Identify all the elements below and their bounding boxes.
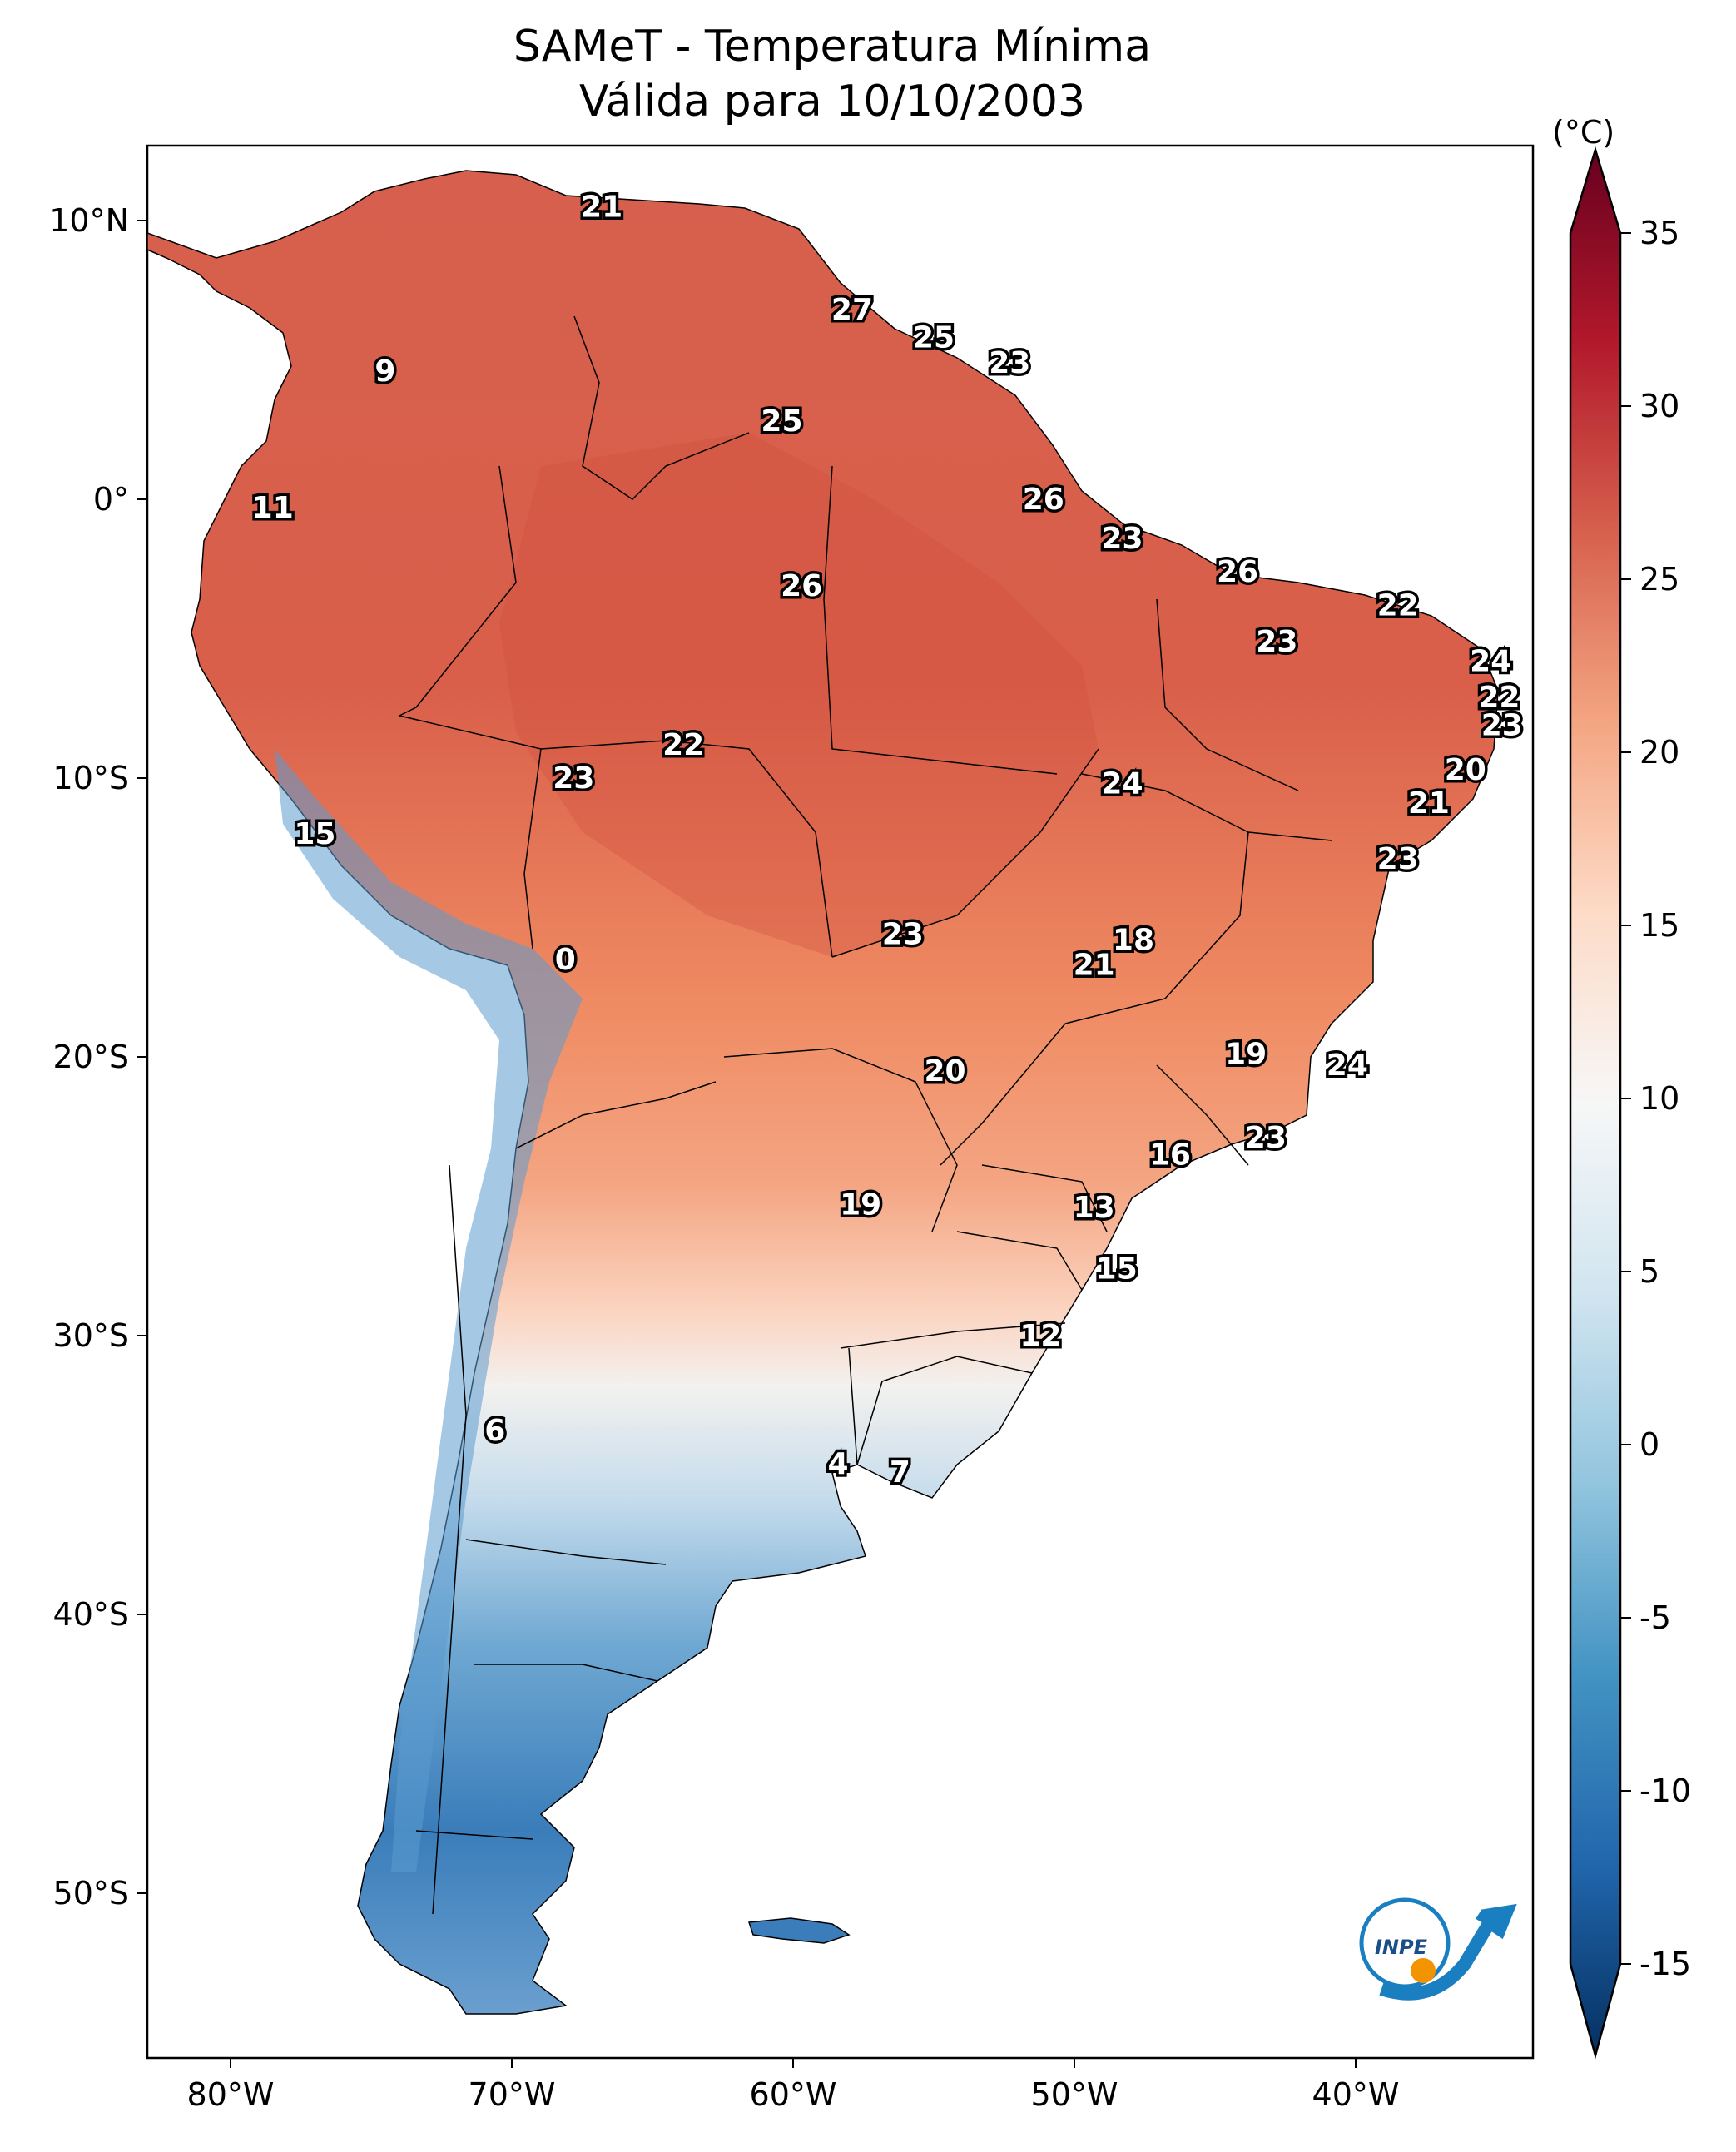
station-temperature-label: 20	[1445, 753, 1486, 787]
colorbar-tick-label: 30	[1639, 388, 1679, 424]
colorbar-tick-label: 5	[1639, 1253, 1659, 1290]
colorbar: (°C) 35 30 25 20 15 10 5 0 -5 -10 -15	[1552, 114, 1691, 2060]
map-title-line1: SAMeT - Temperatura Mínima	[513, 22, 1152, 72]
colorbar-tick-label: -15	[1639, 1946, 1691, 1982]
station-temperature-label: 26	[1217, 555, 1258, 589]
warm-interior-shade	[499, 433, 1099, 957]
colorbar-ticks: 35 30 25 20 15 10 5 0 -5 -10 -15	[1620, 215, 1691, 1982]
station-temperature-label: 23	[1481, 708, 1523, 742]
axis-ticks: 80°W 70°W 60°W 50°W 40°W10°N0°10°S20°S30°S40…	[49, 202, 1399, 2113]
colorbar-tick-label: -10	[1639, 1773, 1691, 1809]
andes-cold-band	[275, 749, 583, 1872]
station-temperature-label: 20	[924, 1054, 965, 1088]
colorbar-tick-label: 15	[1639, 907, 1679, 944]
lon-tick-label: 50°W	[1031, 2076, 1118, 2113]
station-temperature-label: 21	[581, 190, 622, 224]
station-temperature-label: 19	[1225, 1038, 1267, 1072]
colorbar-tick-label: 10	[1639, 1080, 1679, 1117]
logo-text: INPE	[1375, 1936, 1428, 1959]
station-temperature-label: 24	[1327, 1049, 1368, 1083]
logo-arrow-icon	[1379, 1903, 1517, 2001]
logo-sun-icon	[1411, 1958, 1436, 1983]
station-temperature-label: 23	[1101, 522, 1143, 556]
lon-tick-label: 80°W	[187, 2076, 275, 2113]
station-temperature-label: 24	[1470, 644, 1511, 678]
colorbar-tick-label: 35	[1639, 215, 1679, 251]
station-temperature-label: 6	[484, 1414, 505, 1448]
station-temperature-label: 9	[374, 355, 395, 389]
station-temperature-label: 22	[1377, 588, 1419, 622]
station-temperature-label: 12	[1019, 1319, 1061, 1353]
lat-tick-label: 10°N	[49, 202, 129, 239]
station-temperature-label: 25	[761, 404, 802, 439]
colorbar-tick-label: 0	[1639, 1426, 1659, 1463]
colorbar-body	[1569, 146, 1622, 2060]
colorbar-tick-label: 25	[1639, 561, 1679, 598]
station-temperature-label: 25	[913, 321, 955, 355]
station-temperature-label: 18	[1113, 923, 1154, 957]
station-temperature-label: 22	[662, 728, 704, 762]
lon-tick-label: 70°W	[469, 2076, 556, 2113]
station-temperature-label: 23	[1256, 625, 1297, 659]
station-temperature-label: 21	[1074, 948, 1115, 982]
station-temperature-label: 15	[1096, 1252, 1138, 1287]
station-temperature-label: 23	[1245, 1121, 1287, 1155]
lat-tick-label: 20°S	[53, 1039, 129, 1075]
station-temperature-label: 15	[294, 817, 335, 851]
lat-tick-label: 40°S	[53, 1596, 129, 1633]
station-temperature-label: 21	[1408, 786, 1450, 821]
station-temperature-label: 23	[989, 346, 1030, 380]
station-temperature-label: 0	[555, 943, 576, 977]
station-temperature-label: 7	[890, 1455, 910, 1490]
country-borders	[399, 315, 1332, 1915]
lon-tick-label: 60°W	[750, 2076, 837, 2113]
station-temperature-label: 11	[252, 491, 294, 525]
station-temperature-label: 27	[831, 293, 873, 327]
station-temperature-label: 4	[828, 1447, 849, 1481]
station-temperature-label: 19	[840, 1188, 881, 1222]
station-temperature-label: 16	[1149, 1138, 1191, 1172]
station-temperature-label: 26	[1023, 483, 1064, 517]
falkland-islands	[747, 1917, 851, 1944]
lon-tick-label: 40°W	[1312, 2076, 1400, 2113]
station-temperature-label: 23	[1377, 842, 1419, 876]
lat-tick-label: 50°S	[53, 1875, 129, 1912]
station-temperature-label: 23	[553, 761, 594, 796]
inpe-logo: INPE	[1359, 1897, 1517, 2001]
lat-tick-label: 30°S	[53, 1317, 129, 1354]
station-temperature-label: 13	[1074, 1191, 1115, 1225]
station-temperature-label: 26	[781, 569, 822, 603]
colorbar-unit: (°C)	[1552, 114, 1614, 151]
colorbar-tick-label: -5	[1639, 1599, 1671, 1636]
station-temperature-label: 23	[882, 918, 924, 952]
colorbar-tick-label: 20	[1639, 734, 1679, 771]
station-temperature-label: 24	[1101, 767, 1143, 801]
lat-tick-label: 0°	[93, 481, 129, 518]
logo-orbit-icon	[1359, 1897, 1451, 1989]
lat-tick-label: 10°S	[53, 760, 129, 796]
map-title-line2: Válida para 10/10/2003	[578, 77, 1086, 126]
station-temperature-label: 22	[1478, 681, 1520, 715]
